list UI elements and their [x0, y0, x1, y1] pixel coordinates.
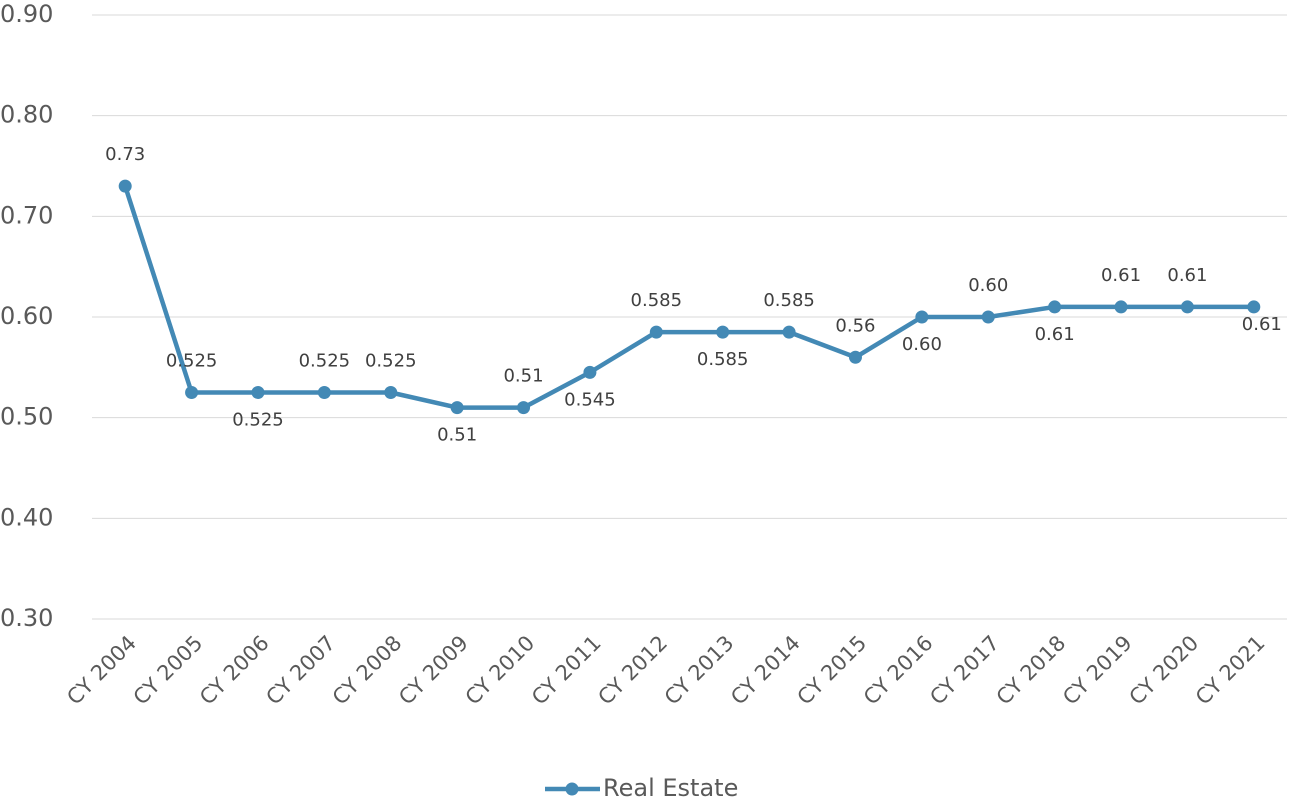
- legend-label: Real Estate: [603, 774, 738, 802]
- x-tick-label: CY 2007: [261, 631, 340, 710]
- data-label: 0.73: [105, 144, 145, 165]
- marker: [716, 325, 730, 339]
- data-label: 0.61: [1101, 265, 1141, 286]
- x-tick-label: CY 2017: [925, 631, 1004, 710]
- marker: [649, 325, 663, 339]
- marker: [848, 350, 862, 364]
- y-tick-label: 0.70: [0, 201, 53, 229]
- x-tick-label: CY 2012: [593, 631, 672, 710]
- marker: [782, 325, 796, 339]
- data-label: 0.525: [232, 410, 284, 431]
- marker: [1048, 300, 1062, 314]
- data-label: 0.585: [631, 290, 683, 311]
- x-tick-label: CY 2008: [328, 631, 407, 710]
- data-label: 0.60: [902, 334, 942, 355]
- marker: [517, 401, 531, 415]
- x-tick-label: CY 2016: [859, 631, 938, 710]
- y-tick-label: 0.60: [0, 302, 53, 330]
- data-label: 0.61: [1035, 324, 1075, 345]
- x-tick-label: CY 2019: [1058, 631, 1137, 710]
- data-label: 0.585: [763, 290, 815, 311]
- y-tick-label: 0.40: [0, 503, 53, 531]
- data-label: 0.60: [968, 275, 1008, 296]
- x-tick-label: CY 2006: [195, 631, 274, 710]
- data-label: 0.545: [564, 389, 616, 410]
- data-label: 0.61: [1167, 265, 1207, 286]
- data-label: 0.51: [437, 425, 477, 446]
- x-tick-label: CY 2021: [1191, 631, 1270, 710]
- x-tick-label: CY 2013: [660, 631, 739, 710]
- x-tick-label: CY 2005: [129, 631, 208, 710]
- x-tick-label: CY 2011: [527, 631, 606, 710]
- marker: [1114, 300, 1128, 314]
- data-label: 0.525: [299, 351, 351, 372]
- data-label: 0.525: [166, 351, 218, 372]
- marker: [915, 310, 929, 324]
- marker: [1180, 300, 1194, 314]
- line: [123, 185, 1254, 410]
- y-tick-label: 0.80: [0, 101, 53, 129]
- x-tick-label: CY 2018: [992, 631, 1071, 710]
- x-tick-label: CY 2004: [62, 631, 141, 710]
- x-tick-label: CY 2009: [394, 631, 473, 710]
- marker: [981, 310, 995, 324]
- data-label: 0.51: [503, 366, 543, 387]
- x-tick-label: CY 2014: [726, 631, 805, 710]
- marker: [1247, 300, 1261, 314]
- marker: [185, 386, 199, 399]
- marker: [251, 386, 265, 399]
- x-tick-label: CY 2020: [1125, 631, 1204, 710]
- x-tick-label: CY 2010: [461, 631, 540, 710]
- data-label: 0.525: [365, 351, 417, 372]
- y-tick-label: 0.90: [0, 0, 53, 28]
- data-label: 0.61: [1242, 314, 1282, 335]
- marker: [450, 401, 464, 415]
- y-tick-label: 0.50: [0, 403, 53, 431]
- legend-marker: [565, 782, 579, 796]
- marker: [317, 386, 331, 399]
- marker: [384, 386, 398, 399]
- marker: [118, 179, 132, 193]
- marker: [583, 365, 597, 379]
- y-tick-label: 0.30: [0, 604, 53, 632]
- data-label: 0.56: [835, 315, 875, 336]
- x-tick-label: CY 2015: [793, 631, 872, 710]
- data-label: 0.585: [697, 349, 749, 370]
